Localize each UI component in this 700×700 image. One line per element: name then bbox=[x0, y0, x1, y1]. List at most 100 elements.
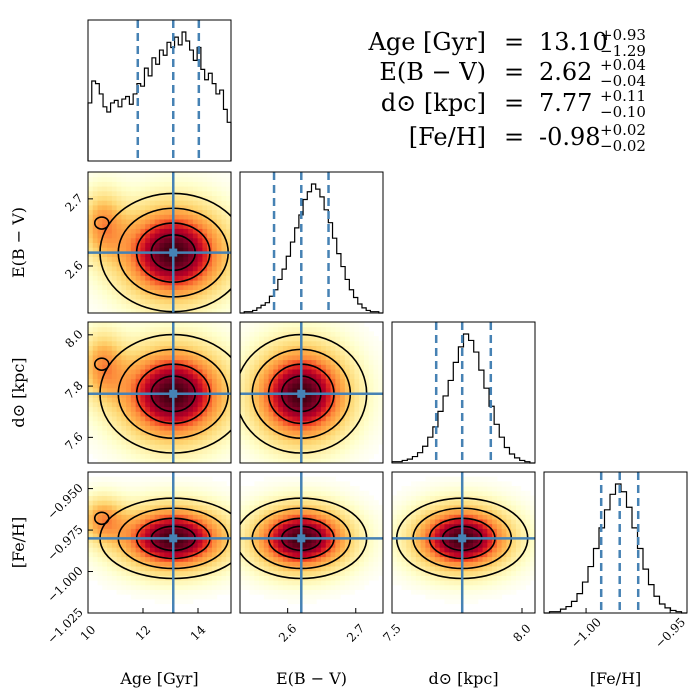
heatmap-cell bbox=[273, 439, 279, 445]
heatmap-cell bbox=[173, 354, 180, 361]
heatmap-cell bbox=[425, 547, 431, 553]
heatmap-cell bbox=[244, 340, 251, 346]
heatmap-cell bbox=[349, 406, 355, 412]
heatmap-cell bbox=[149, 284, 156, 290]
heatmap-cell bbox=[511, 495, 517, 501]
heatmap-cell bbox=[121, 537, 127, 543]
heatmap-cell bbox=[116, 223, 122, 229]
heatmap-cell bbox=[164, 261, 170, 267]
heatmap-cell bbox=[330, 542, 336, 548]
heatmap-cell bbox=[473, 556, 479, 562]
heatmap-cell bbox=[164, 406, 170, 412]
heatmap-cell bbox=[140, 392, 146, 398]
heatmap-cell bbox=[145, 434, 151, 440]
heatmap-cell bbox=[211, 209, 218, 215]
heatmap-cell bbox=[449, 542, 455, 548]
heatmap-cell bbox=[330, 486, 336, 492]
heatmap-cell bbox=[263, 589, 270, 595]
heatmap-cell bbox=[92, 476, 99, 482]
heatmap-cell bbox=[501, 575, 507, 581]
heatmap-cell bbox=[211, 373, 218, 379]
heatmap-cell bbox=[287, 519, 293, 525]
heatmap-cell bbox=[226, 500, 231, 506]
heatmap-cell bbox=[92, 528, 99, 534]
heatmap-cell bbox=[301, 411, 308, 417]
heatmap-cell bbox=[211, 584, 218, 590]
heatmap-cell bbox=[197, 594, 203, 600]
heatmap-cell bbox=[164, 369, 170, 375]
heatmap-cell bbox=[240, 495, 246, 501]
heatmap-cell bbox=[349, 331, 355, 337]
heatmap-cell bbox=[88, 551, 94, 558]
heatmap-cell bbox=[482, 533, 488, 539]
heatmap-cell bbox=[135, 214, 141, 220]
heatmap-cell bbox=[311, 345, 317, 351]
heatmap-cell bbox=[211, 251, 218, 258]
heatmap-cell bbox=[354, 570, 360, 576]
heatmap-cell bbox=[263, 486, 270, 492]
heatmap-cell bbox=[173, 411, 180, 417]
heatmap-cell bbox=[330, 331, 336, 337]
heatmap-cell bbox=[135, 373, 141, 379]
heatmap-cell bbox=[325, 331, 332, 337]
heatmap-cell bbox=[116, 359, 122, 365]
heatmap-cell bbox=[311, 509, 317, 515]
heatmap-cell bbox=[263, 378, 270, 384]
heatmap-cell bbox=[197, 514, 203, 520]
heatmap-cell bbox=[240, 528, 246, 534]
heatmap-cell bbox=[335, 340, 341, 346]
heatmap-cell bbox=[102, 308, 108, 313]
heatmap-cell bbox=[183, 373, 189, 379]
heatmap-cell bbox=[292, 411, 298, 417]
heatmap-cell bbox=[116, 228, 122, 234]
heatmap-cell bbox=[159, 397, 165, 403]
heatmap-cell bbox=[192, 261, 199, 267]
heatmap-cell bbox=[406, 537, 412, 543]
heatmap-cell bbox=[444, 566, 450, 572]
heatmap-cell bbox=[88, 270, 94, 276]
heatmap-cell bbox=[121, 195, 127, 201]
heatmap-cell bbox=[325, 575, 332, 581]
heatmap-cell bbox=[121, 190, 127, 196]
heatmap-cell bbox=[359, 392, 365, 398]
heatmap-cell bbox=[188, 214, 194, 220]
heatmap-cell bbox=[111, 176, 118, 182]
heatmap-cell bbox=[273, 481, 279, 487]
heatmap-cell bbox=[183, 298, 189, 305]
heatmap-cell bbox=[306, 533, 312, 539]
heatmap-cell bbox=[244, 401, 251, 408]
heatmap-cell bbox=[278, 401, 284, 408]
heatmap-cell bbox=[169, 195, 175, 201]
heatmap-cell bbox=[164, 242, 170, 248]
heatmap-cell bbox=[221, 481, 227, 487]
heatmap-cell bbox=[415, 519, 422, 525]
heatmap-cell bbox=[126, 575, 132, 581]
heatmap-cell bbox=[401, 523, 407, 529]
heatmap-cell bbox=[249, 401, 255, 408]
heatmap-cell bbox=[335, 392, 341, 398]
heatmap-cell bbox=[149, 556, 156, 562]
heatmap-cell bbox=[430, 566, 436, 572]
heatmap-cell bbox=[140, 251, 146, 258]
heatmap-cell bbox=[301, 378, 308, 384]
heatmap-cell bbox=[444, 589, 450, 595]
heatmap-cell bbox=[140, 439, 146, 445]
heatmap-cell bbox=[368, 444, 374, 450]
heatmap-cell bbox=[463, 598, 469, 605]
heatmap-cell bbox=[373, 570, 379, 576]
heatmap-cell bbox=[259, 369, 265, 375]
heatmap-cell bbox=[278, 359, 284, 365]
heatmap-cell bbox=[287, 378, 293, 384]
heatmap-cell bbox=[207, 186, 213, 192]
heatmap-cell bbox=[169, 458, 175, 463]
heatmap-cell bbox=[169, 439, 175, 445]
heatmap-cell bbox=[415, 514, 422, 520]
heatmap-cell bbox=[202, 528, 208, 534]
heatmap-cell bbox=[188, 303, 194, 309]
heatmap-cell bbox=[406, 500, 412, 506]
heatmap-cell bbox=[92, 486, 99, 492]
heatmap-cell bbox=[164, 416, 170, 422]
heatmap-cell bbox=[188, 195, 194, 201]
heatmap-cell bbox=[149, 326, 156, 332]
heatmap-cell bbox=[207, 406, 213, 412]
